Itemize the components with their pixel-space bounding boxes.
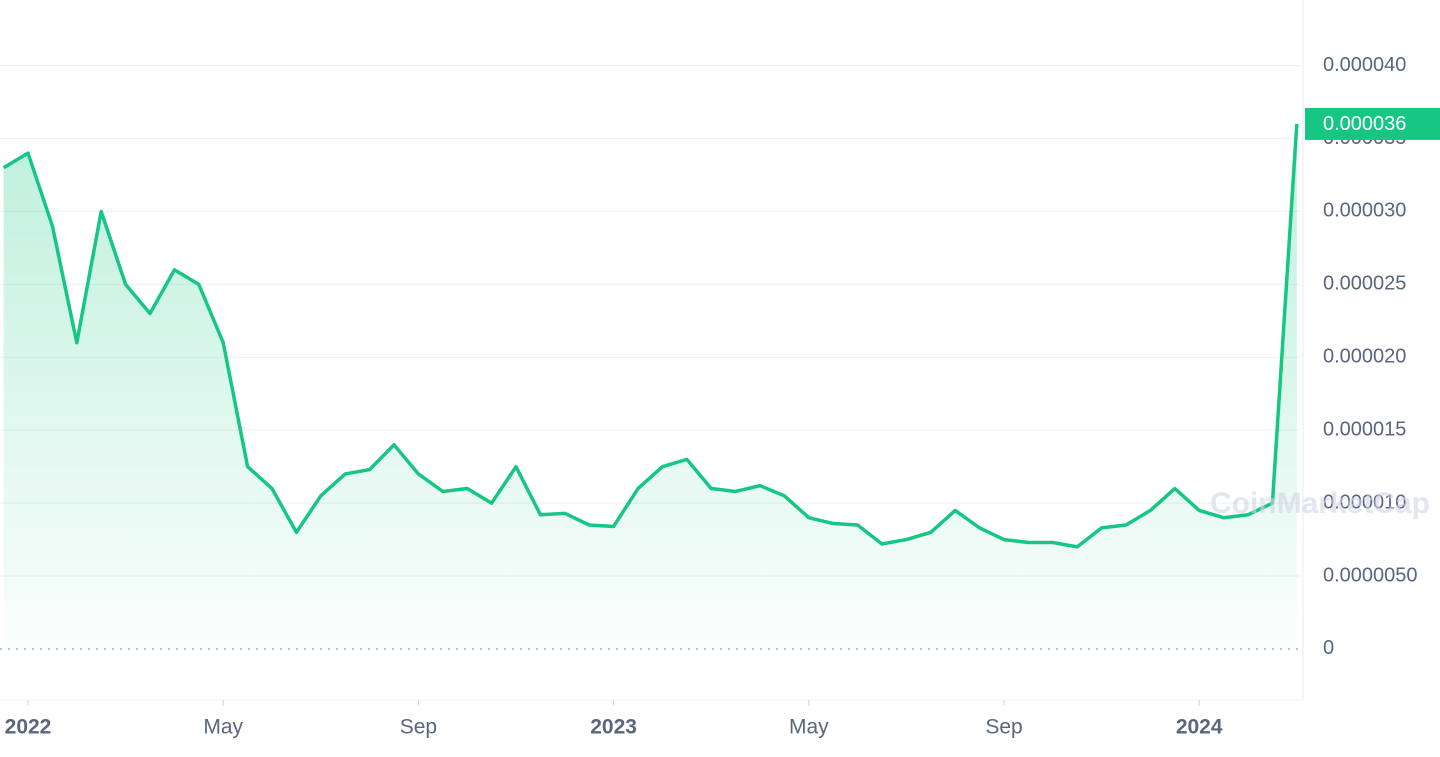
y-tick-label: 0.000015 [1323, 418, 1406, 440]
y-tick-label: 0.000010 [1323, 491, 1406, 513]
current-price-label: 0.000036 [1323, 113, 1406, 135]
x-tick-label: May [789, 716, 829, 739]
y-tick-label: 0.000025 [1323, 273, 1406, 295]
y-tick-label: 0.000020 [1323, 346, 1406, 368]
x-tick-label: Sep [400, 716, 437, 739]
current-price-tag [1305, 107, 1440, 140]
x-tick-label: May [203, 716, 243, 739]
area [3, 123, 1297, 649]
x-tick-label: 2023 [590, 716, 637, 739]
x-tick-label: Sep [985, 716, 1022, 739]
y-tick-label: 0.000030 [1323, 200, 1406, 222]
price-line [2, 123, 1299, 549]
x-tick-label: 2022 [5, 716, 52, 739]
y-tick-label: 0.000040 [1323, 54, 1406, 76]
x-tick-label: 2024 [1176, 716, 1223, 739]
watermark: CoinMarketCap [1210, 487, 1430, 520]
y-tick-label: 0.0000050 [1323, 564, 1418, 586]
y-tick-label: 0 [1323, 637, 1334, 659]
